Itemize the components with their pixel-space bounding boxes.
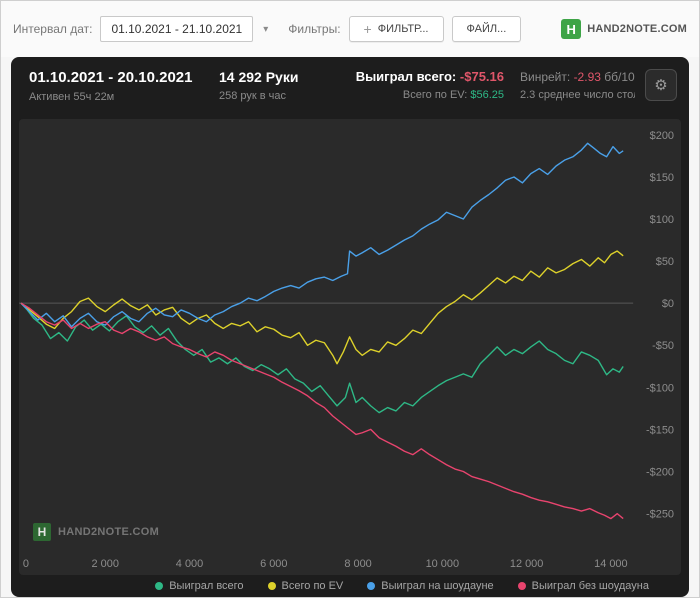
chart-legend: Выиграл всего Всего по EV Выиграл на шоуда… [11,575,689,597]
y-axis-label: $200 [650,130,674,142]
x-axis-label: 4 000 [176,558,203,570]
x-axis-label: 6 000 [260,558,287,570]
legend-dot [155,582,164,590]
legend-label: Выиграл всего [169,580,244,592]
stats-date-range: 01.10.2021 - 20.10.2021 [29,69,193,86]
filters-label: Фильтры: [288,22,341,36]
y-axis-label: $150 [650,172,674,184]
legend-item[interactable]: Выиграл без шоудауна [517,580,649,592]
legend-label: Выиграл без шоудауна [531,580,649,592]
file-button-label: ФАЙЛ... [466,23,507,35]
x-axis-label: 0 [23,558,29,570]
hand2note-watermark-icon: H [33,523,51,541]
add-filter-button[interactable]: + ФИЛЬТР... [348,16,444,42]
plus-icon: + [363,21,372,37]
x-axis-label: 12 000 [510,558,544,570]
hands-per-hour: 258 рук в час [219,90,287,102]
ev-total-value: $56.25 [470,89,504,101]
legend-item[interactable]: Выиграл всего [155,580,244,592]
date-interval-label: Интервал дат: [13,22,93,36]
y-axis-label: -$100 [646,382,674,394]
file-button[interactable]: ФАЙЛ... [451,16,522,42]
series-line-2 [21,143,623,326]
x-axis-label: 2 000 [92,558,119,570]
brand-text: HAND2NOTE.COM [587,23,687,35]
x-axis-label: 8 000 [344,558,371,570]
hands-count: 14 292 Руки [219,69,299,85]
legend-dot [517,582,526,590]
legend-dot [267,582,276,590]
chart-canvas: $200 $150 $100 $50 $0 -$50 -$100 -$150 -$200 -$25… [19,130,674,570]
winrate-unit: бб/100 [604,70,635,84]
avg-tables: 2.3 среднее число стол [520,89,635,101]
x-axis-label: 10 000 [426,558,460,570]
toolbar: Интервал дат: 01.10.2021 - 21.10.2021 ▾ … [1,1,699,57]
chart-watermark: H HAND2NOTE.COM [33,523,159,541]
date-range-picker[interactable]: 01.10.2021 - 21.10.2021 [100,16,254,42]
add-filter-button-label: ФИЛЬТР... [377,23,429,35]
legend-item[interactable]: Всего по EV [267,580,344,592]
stats-col-winrate: Винрейт: -2.93 бб/100 2.3 среднее число … [520,69,635,101]
y-axis-label: -$50 [652,340,674,352]
stats-header: 01.10.2021 - 20.10.2021 Активен 55ч 22м … [11,57,689,115]
legend-label: Всего по EV [281,580,344,592]
stats-col-dates: 01.10.2021 - 20.10.2021 Активен 55ч 22м [29,69,219,103]
chevron-down-icon[interactable]: ▾ [263,23,269,35]
watermark-text: HAND2NOTE.COM [58,526,160,538]
winrate-value: -2.93 [573,70,601,84]
stats-col-hands: 14 292 Руки 258 рук в час [219,69,334,102]
won-total-label: Выиграл всего: [355,69,457,84]
settings-gear-icon[interactable]: ⚙ [645,69,677,101]
series-line-0 [21,303,623,412]
winnings-chart[interactable]: $200 $150 $100 $50 $0 -$50 -$100 -$150 -$200 -$25… [19,119,681,575]
legend-item[interactable]: Выиграл на шоудауне [367,580,494,592]
ev-total-label: Всего по EV: [402,89,468,101]
y-axis-label: $50 [656,256,674,268]
results-panel: 01.10.2021 - 20.10.2021 Активен 55ч 22м … [11,57,689,597]
y-axis-label: -$150 [646,424,674,436]
legend-dot [367,582,376,590]
series-line-3 [21,303,623,518]
winrate-label: Винрейт: [520,70,571,84]
stats-col-winnings: Выиграл всего: -$75.16 Всего по EV: $56.… [334,69,504,101]
series-line-1 [21,251,623,364]
legend-label: Выиграл на шоудауне [381,580,494,592]
hand2note-logo-icon: H [561,19,582,39]
y-axis-label: -$200 [646,466,674,478]
brand-logo[interactable]: H HAND2NOTE.COM [561,19,687,39]
y-axis-label: $0 [662,298,674,310]
y-axis-label: $100 [650,214,674,226]
active-time: Активен 55ч 22м [29,91,115,103]
won-total-value: -$75.16 [459,69,504,84]
y-axis-label: -$250 [646,509,674,521]
x-axis-label: 14 000 [594,558,628,570]
